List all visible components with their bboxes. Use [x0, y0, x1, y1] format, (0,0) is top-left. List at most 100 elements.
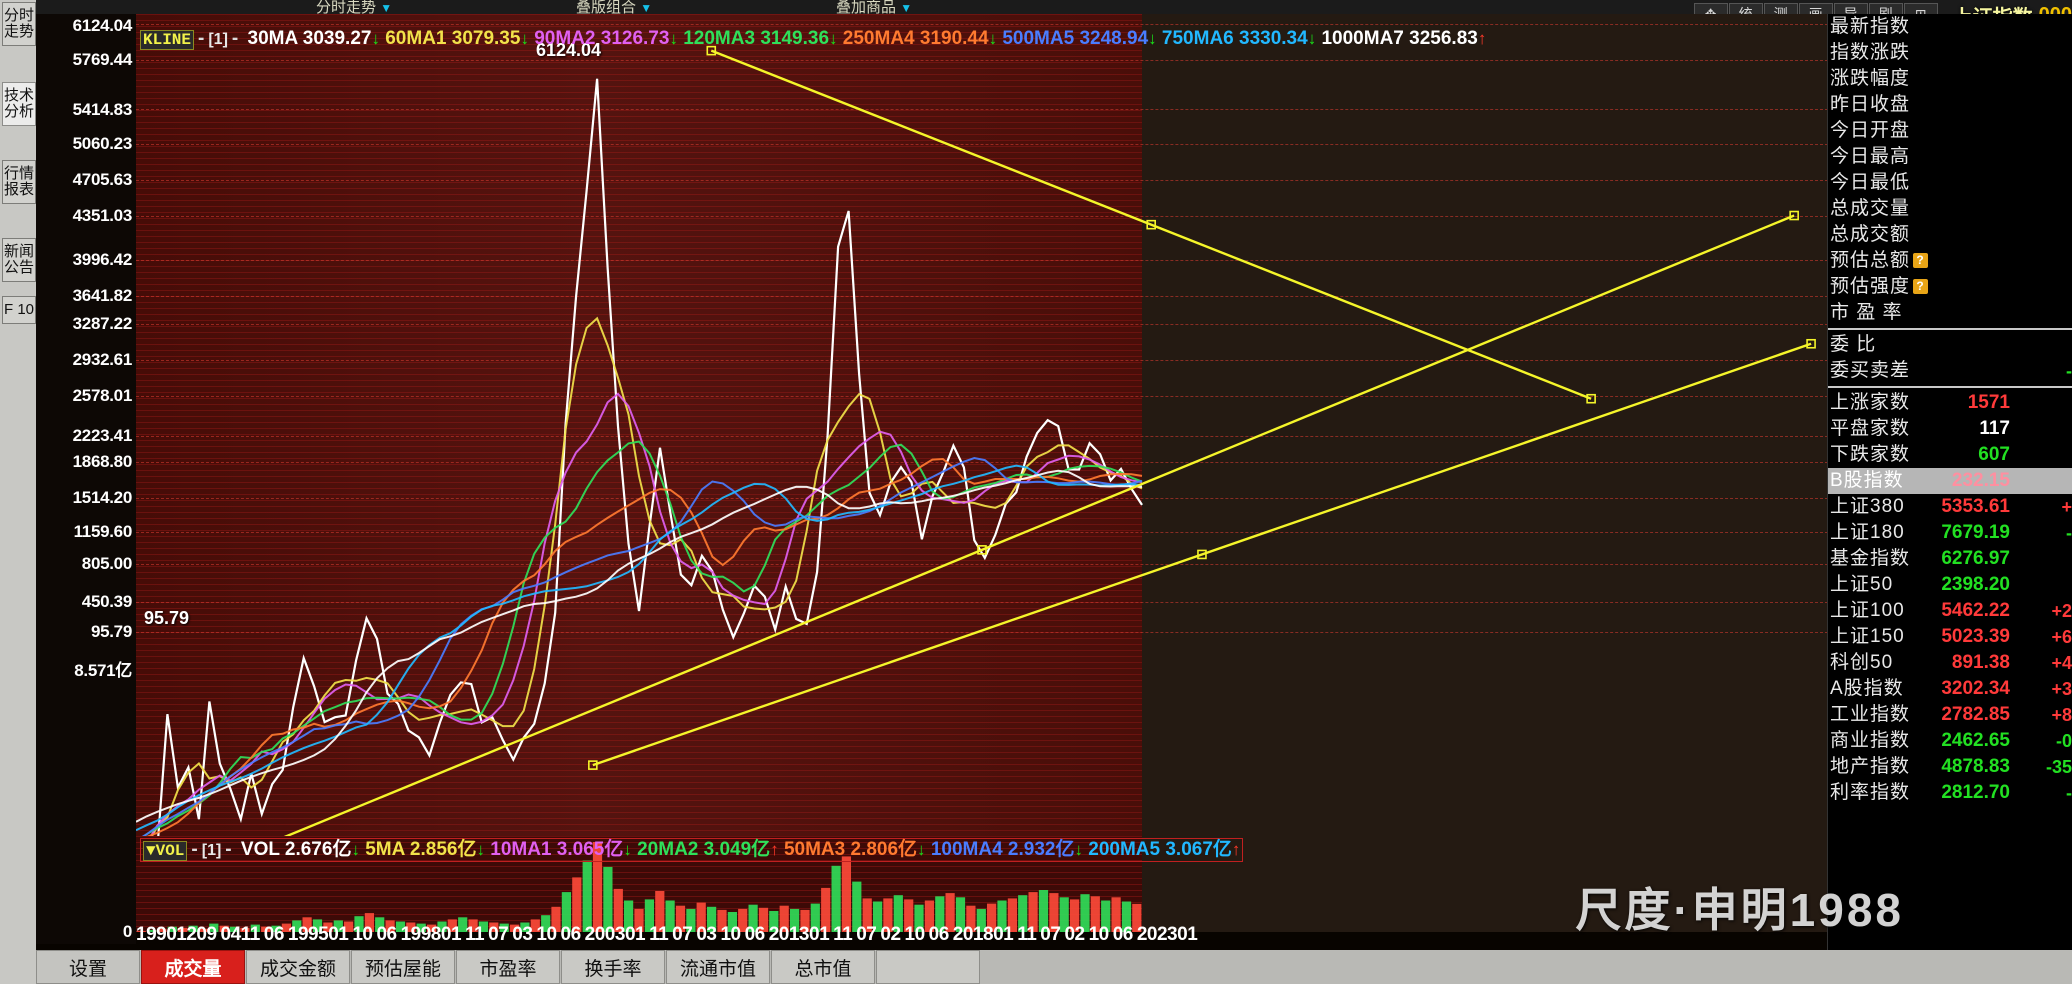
quote-value: 5353.61 [1941, 496, 2010, 517]
quote-row[interactable]: 昨日收盘 [1828, 92, 2072, 118]
quote-row[interactable]: 委 比 [1828, 332, 2072, 358]
quote-change: - [2066, 523, 2072, 543]
menu-item-label: 叠加商品 [836, 0, 897, 14]
price-tick: 3287.22 [72, 314, 133, 333]
date-tick: 199501 [287, 924, 349, 945]
quote-value: 3202.34 [1941, 678, 2010, 699]
quote-change: -35 [2045, 757, 2072, 777]
quote-label: A股指数 [1830, 678, 1904, 699]
index-row[interactable]: 上证380 5353.61 + [1828, 494, 2072, 520]
quote-label: 最新指数 [1830, 16, 1911, 37]
sidebar-item-xinwen[interactable]: 新闻公告 [2, 238, 36, 282]
quote-row[interactable]: 指数涨跌 [1828, 40, 2072, 66]
quote-label: 上证180 [1830, 522, 1905, 543]
quote-change: +2 [2051, 601, 2072, 621]
date-tick: 200301 [584, 924, 646, 945]
quote-label: 涨跌幅度 [1830, 68, 1911, 89]
quote-row[interactable]: 预估总额? [1828, 248, 2072, 274]
vol-indicator-header[interactable]: ▼VOL - [1] - VOL 2.676亿↓ 5MA 2.856亿↓ 10MA1 … [140, 838, 1244, 862]
bottom-button[interactable]: 成交金额 [246, 950, 350, 984]
sidebar-item-hangqing[interactable]: 行情报表 [2, 160, 36, 204]
quote-row[interactable]: 今日最低 [1828, 170, 2072, 196]
menu-item-fenshi[interactable]: 分时走势 ▼ [316, 0, 392, 14]
quote-row[interactable]: 下跌家数 607 [1828, 442, 2072, 468]
date-tick: 06 [560, 924, 582, 945]
bottom-button[interactable]: 成交量 [141, 950, 245, 984]
quote-row[interactable]: 上涨家数 1571 [1828, 390, 2072, 416]
sidebar-item-f10[interactable]: F 10 [2, 296, 36, 324]
index-row[interactable]: A股指数 3202.34 +3 [1828, 676, 2072, 702]
quote-label: 今日最高 [1830, 146, 1911, 167]
quote-row[interactable]: 总成交量 [1828, 196, 2072, 222]
index-row[interactable]: 地产指数 4878.83 -35 [1828, 754, 2072, 780]
quote-change: -0 [2055, 731, 2072, 751]
ma-entry: 90MA2 3126.73 [528, 28, 670, 49]
sidebar-item-label: 新闻公告 [3, 243, 34, 276]
kline-plot[interactable]: 6124.04 95.79 [136, 14, 1828, 984]
ma-entry: 50MA3 2.806亿 [778, 839, 918, 860]
divider [1828, 386, 2072, 388]
quote-row[interactable]: 平盘家数 117 [1828, 416, 2072, 442]
help-icon[interactable]: ? [1913, 253, 1929, 269]
indicator-period[interactable]: [1] [201, 842, 222, 859]
bottom-toolbar[interactable]: 设置 成交量 成交金额 预估屋能 市盈率 换手率 流通市值 总市值 [36, 950, 2072, 984]
index-row[interactable]: 利率指数 2812.70 - [1828, 780, 2072, 806]
quote-row[interactable]: 委买卖差 - [1828, 358, 2072, 384]
index-row[interactable]: 上证100 5462.22 +2 [1828, 598, 2072, 624]
quote-label: 利率指数 [1830, 782, 1911, 803]
bottom-button[interactable]: 流通市值 [666, 950, 770, 984]
price-tick: 4351.03 [72, 206, 133, 225]
index-row[interactable]: 科创50 891.38 +4 [1828, 650, 2072, 676]
ma-entry: 1000MA7 3256.83 [1316, 28, 1478, 49]
quote-row[interactable]: 市 盈 率 [1828, 300, 2072, 326]
quote-change: - [2066, 361, 2072, 381]
sidebar-item-jishufenxi[interactable]: 技术分析 [2, 82, 36, 126]
indicator-tag[interactable]: ▼VOL [143, 841, 188, 861]
quote-row[interactable]: 今日开盘 [1828, 118, 2072, 144]
quote-panel[interactable]: 最新指数指数涨跌 涨跌幅度昨日收盘 今日开盘 今日最高今日最低 总成交量 总成交额 预估总额… [1827, 14, 2072, 970]
date-tick: 202301 [1136, 924, 1198, 945]
bottom-button[interactable]: 总市值 [771, 950, 875, 984]
bottom-button[interactable]: 设置 [36, 950, 140, 984]
quote-value: 2398.20 [1941, 574, 2010, 595]
quote-label: 上证100 [1830, 600, 1905, 621]
index-row[interactable]: 基金指数 6276.97 [1828, 546, 2072, 572]
indicator-dash: - [225, 839, 232, 860]
date-tick: 11 [833, 924, 853, 945]
peak-annotation: 6124.04 [536, 40, 602, 60]
indicator-tag[interactable]: KLINE [140, 30, 195, 50]
index-row[interactable]: 上证180 7679.19 - [1828, 520, 2072, 546]
chart-area[interactable]: 6124.04 5769.44 5414.83 5060.23 4705.63 … [36, 14, 1828, 984]
index-row[interactable]: 上证150 5023.39 +6 [1828, 624, 2072, 650]
bottom-button[interactable]: 换手率 [561, 950, 665, 984]
quote-row[interactable]: 最新指数 [1828, 14, 2072, 40]
ma-entry: 60MA1 3079.35 [379, 28, 521, 49]
kline-indicator-header[interactable]: KLINE - [1] - 30MA 3039.27↓ 60MA1 3079.35↓ … [140, 28, 1486, 50]
ma-arrow-icon: ↓ [829, 29, 838, 48]
bottom-button[interactable]: 市盈率 [456, 950, 560, 984]
date-tick: 03 [512, 924, 533, 945]
sidebar-item-fenshi[interactable]: 分时走势 [2, 2, 36, 46]
quote-row-bgu-highlight[interactable]: B股指数 232.15 [1828, 468, 2072, 494]
ma-arrow-icon: ↓ [1148, 29, 1157, 48]
vol-tick-bottom: 0 [122, 922, 132, 941]
bottom-button[interactable]: 预估屋能 [351, 950, 455, 984]
quote-row[interactable]: 总成交额 [1828, 222, 2072, 248]
quote-row[interactable]: 今日最高 [1828, 144, 2072, 170]
vol-tick-top: 8.571亿 [74, 661, 132, 680]
date-tick: 03 [696, 924, 717, 945]
quote-value: 232.15 [1951, 470, 2010, 491]
index-row[interactable]: 上证50 2398.20 [1828, 572, 2072, 598]
index-row[interactable]: 工业指数 2782.85 +8 [1828, 702, 2072, 728]
menu-item-diejia[interactable]: 叠加商品 ▼ [836, 0, 912, 14]
quote-row[interactable]: 涨跌幅度 [1828, 66, 2072, 92]
bottom-button-extra[interactable] [876, 950, 980, 984]
indicator-period[interactable]: [1] [208, 31, 228, 48]
index-row[interactable]: 商业指数 2462.65 -0 [1828, 728, 2072, 754]
quote-row[interactable]: 预估强度? [1828, 274, 2072, 300]
help-icon[interactable]: ? [1913, 279, 1929, 295]
price-axis: 6124.04 5769.44 5414.83 5060.23 4705.63 … [36, 14, 136, 944]
menu-item-dieban[interactable]: 叠版组合 ▼ [576, 0, 652, 14]
quote-value: 5462.22 [1941, 600, 2010, 621]
quote-value: 117 [1979, 418, 2010, 439]
